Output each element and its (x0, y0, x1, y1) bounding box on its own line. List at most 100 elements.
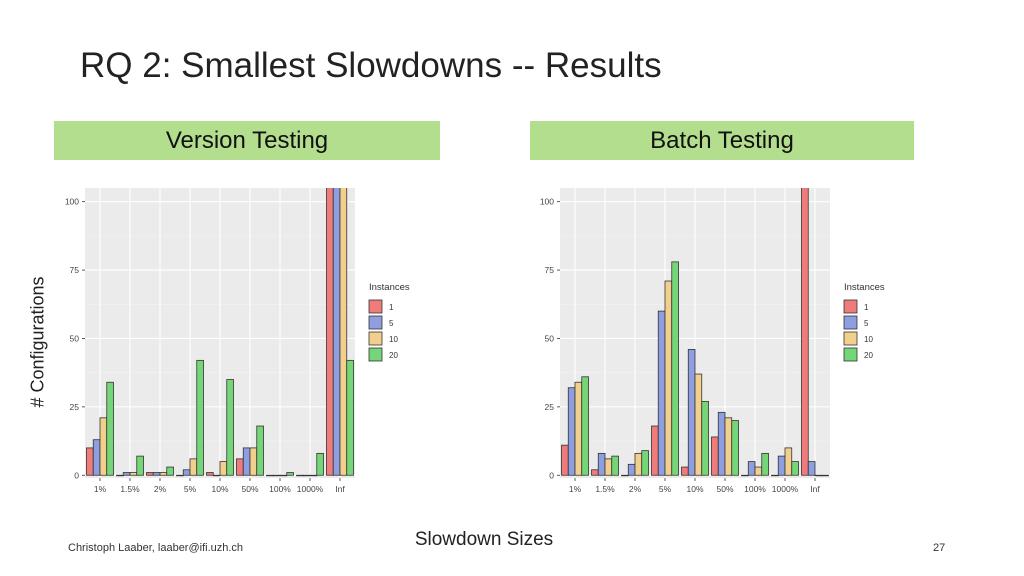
bar (86, 447, 94, 476)
bar (604, 458, 613, 476)
legend-label: 5 (389, 319, 394, 328)
x-axis-label: Slowdown Sizes (414, 529, 554, 550)
version-testing-chart: 0 25 50 75 100 1% 1.5% 2% 5% 10% 50% 100% 1000% Inf In… (65, 188, 410, 494)
y-tick-label: 25 (545, 402, 555, 412)
legend-label: 5 (864, 319, 869, 328)
legend-title: Instances (844, 282, 885, 293)
bar (122, 472, 131, 476)
bar (136, 455, 144, 476)
version-testing-banner: Version Testing (54, 121, 440, 160)
bar (814, 474, 823, 477)
bar (249, 447, 258, 476)
bar (641, 450, 649, 476)
bar (176, 474, 184, 477)
bar (146, 472, 154, 476)
bar (159, 472, 168, 476)
x-tick-label: 1000% (772, 484, 799, 494)
page-number: 27 (933, 542, 946, 554)
bar (801, 188, 809, 476)
x-tick-label: 2% (154, 484, 167, 494)
bar (627, 463, 636, 476)
bar (651, 425, 659, 476)
y-tick-label: 0 (549, 470, 554, 480)
legend-key (368, 315, 383, 330)
bar (219, 461, 228, 476)
bar (212, 474, 221, 477)
bar (771, 474, 779, 477)
x-tick-label: 1.5% (120, 484, 140, 494)
y-tick-label: 50 (545, 333, 555, 343)
bar (671, 261, 679, 476)
bar (681, 466, 689, 476)
bar (339, 188, 348, 476)
bar (92, 439, 101, 476)
bar (106, 381, 114, 476)
bars-group (561, 188, 829, 477)
bar (591, 469, 599, 476)
x-tick-label: 1000% (297, 484, 324, 494)
bar (711, 436, 719, 476)
x-tick-label: Inf (335, 484, 345, 494)
bar (611, 455, 619, 476)
bar (206, 472, 214, 476)
bar (316, 452, 324, 476)
bar (286, 472, 294, 476)
bar (731, 420, 739, 476)
bar (236, 458, 244, 476)
bar (189, 458, 198, 476)
legend-label: 20 (864, 351, 873, 360)
bar (226, 379, 234, 476)
legend-label: 10 (864, 335, 873, 344)
y-tick-label: 0 (74, 470, 79, 480)
legend-key (843, 331, 858, 346)
bar (561, 444, 569, 476)
bar (152, 472, 161, 476)
bar (807, 461, 816, 476)
y-tick-label: 100 (65, 197, 79, 207)
bar (99, 417, 108, 476)
bar (196, 359, 204, 476)
bar (332, 188, 341, 476)
x-tick-label: 50% (241, 484, 258, 494)
bar (777, 455, 786, 476)
batch-testing-chart: 0 25 50 75 100 1% 1.5% 2% 5% 10% 50% 100% 1000% Inf In… (540, 188, 885, 494)
bar (791, 461, 799, 476)
bar (129, 472, 138, 476)
bar (717, 411, 726, 476)
legend-key (843, 315, 858, 330)
legend-key (368, 347, 383, 362)
legend-label: 1 (389, 303, 394, 312)
bar (581, 376, 589, 476)
bar (634, 452, 643, 476)
bar (784, 447, 793, 476)
y-tick-label: 75 (545, 265, 555, 275)
bar (116, 474, 124, 477)
bar (272, 474, 281, 477)
x-tick-label: 10% (211, 484, 228, 494)
legend-title: Instances (369, 282, 410, 293)
x-tick-label: 1% (569, 484, 582, 494)
x-tick-label: 100% (269, 484, 291, 494)
bar (182, 469, 191, 476)
bar (741, 474, 749, 477)
bar (621, 474, 629, 477)
legend-key (368, 299, 383, 314)
x-tick-label: 1% (94, 484, 107, 494)
x-tick-label: Inf (810, 484, 820, 494)
bar (761, 452, 769, 476)
legend-key (843, 347, 858, 362)
bar (701, 400, 709, 476)
y-axis-label: # Configurations (27, 276, 48, 408)
y-tick-label: 75 (70, 265, 80, 275)
x-tick-label: 50% (716, 484, 733, 494)
bar (567, 387, 576, 476)
bars-group (86, 188, 354, 477)
y-tick-label: 100 (540, 197, 554, 207)
slide-title: RQ 2: Smallest Slowdowns -- Results (80, 46, 662, 85)
x-tick-label: 1.5% (595, 484, 615, 494)
bar (326, 188, 334, 476)
bar (574, 381, 583, 476)
bar (664, 280, 673, 476)
x-tick-label: 5% (659, 484, 672, 494)
bar (302, 474, 311, 477)
